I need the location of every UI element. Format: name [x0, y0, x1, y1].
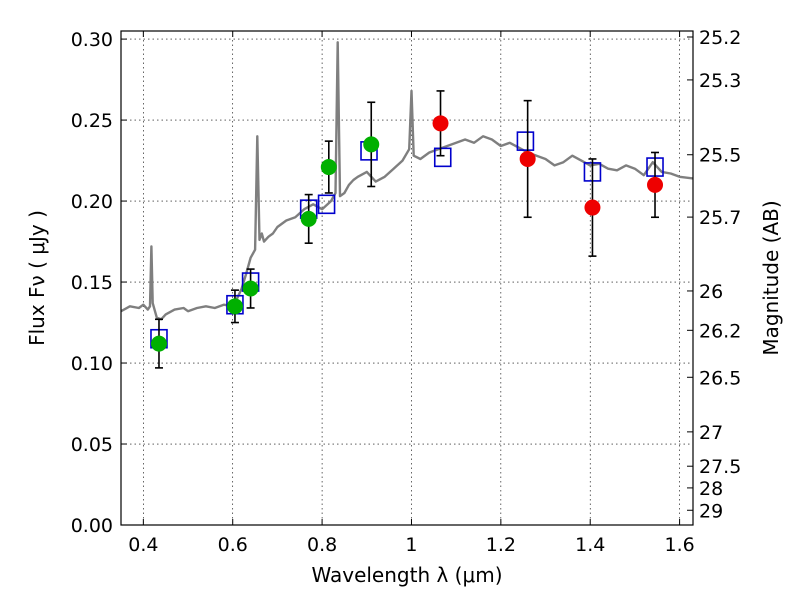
- magnitude-tick-label: 25.5: [699, 145, 741, 167]
- observed-optical-point: [150, 335, 167, 352]
- x-tick-label: 0.6: [218, 534, 248, 556]
- magnitude-tick-label: 29: [699, 500, 723, 522]
- x-tick-label: 1.4: [575, 534, 605, 556]
- x-tick-label: 1: [405, 534, 417, 556]
- x-axis-title: Wavelength λ (μm): [311, 563, 502, 587]
- x-tick-label: 0.4: [128, 534, 158, 556]
- y-tick-label: 0.30: [71, 29, 113, 51]
- observed-optical-point: [226, 298, 243, 315]
- magnitude-tick-label: 25.7: [699, 207, 741, 229]
- magnitude-tick-label: 26.5: [699, 367, 741, 389]
- plot-content: [121, 41, 693, 369]
- x-tick-label: 1.6: [664, 534, 694, 556]
- axis-ticks: 0.4 0.6 0.8 1 1.2 1.4 1.6 0.00 0.05 0.10 0.15 0.20 0…: [71, 27, 742, 556]
- observed-nir-point: [519, 150, 536, 167]
- magnitude-tick-label: 25.3: [699, 70, 741, 92]
- y-tick-label: 0.25: [71, 110, 113, 132]
- observed-optical-point: [363, 136, 380, 153]
- model-photometry-square: [433, 147, 452, 168]
- observed-nir-point: [584, 199, 601, 216]
- magnitude-tick-label: 27: [699, 422, 723, 444]
- plot-background: [121, 31, 693, 525]
- y-tick-label: 0.05: [71, 434, 113, 456]
- x-tick-label: 0.8: [307, 534, 337, 556]
- y-right-axis-title: Magnitude (AB): [759, 200, 783, 355]
- plot-frame: [120, 30, 694, 526]
- y-tick-label: 0.00: [71, 515, 113, 537]
- observed-optical-point: [320, 159, 337, 176]
- magnitude-tick-label: 25.2: [699, 27, 741, 49]
- magnitude-tick-label: 26: [699, 281, 723, 303]
- model-spectrum-line: [121, 41, 693, 321]
- model-photometry-square: [516, 131, 535, 151]
- observed-nir-point: [647, 176, 664, 193]
- observed-optical-point: [242, 280, 259, 297]
- y-tick-label: 0.20: [71, 191, 113, 213]
- magnitude-tick-label: 27.5: [699, 456, 741, 478]
- x-tick-label: 1.2: [486, 534, 516, 556]
- magnitude-tick-label: 26.2: [699, 320, 741, 342]
- y-tick-label: 0.15: [71, 272, 113, 294]
- model-photometry-square: [317, 194, 336, 215]
- observed-nir-point: [432, 115, 449, 132]
- y-axis-title: Flux Fν ( μJy ): [25, 210, 49, 346]
- observed-optical-point: [300, 210, 317, 227]
- y-tick-label: 0.10: [71, 353, 113, 375]
- magnitude-tick-label: 28: [699, 478, 723, 500]
